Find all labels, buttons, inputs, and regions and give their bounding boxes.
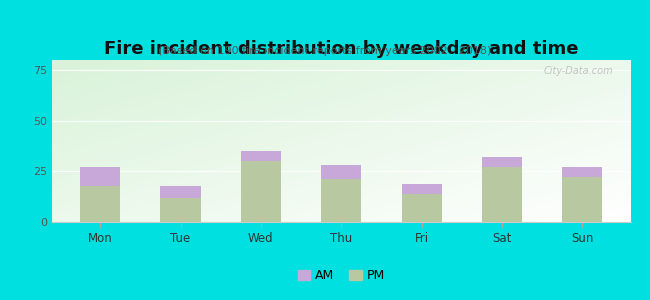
Bar [402,184,442,194]
Bar [80,185,120,222]
Bar [562,167,603,177]
Bar [321,165,361,179]
Bar [482,157,522,167]
Title: Fire incident distribution by weekday and time: Fire incident distribution by weekday an… [104,40,578,58]
Bar [240,161,281,222]
Text: City-Data.com: City-Data.com [543,67,613,76]
Legend: AM, PM: AM, PM [292,264,390,287]
Text: (Based on 190 fire incident reports from years 2002 - 2018): (Based on 190 fire incident reports from… [159,46,491,56]
Bar [240,151,281,161]
Bar [80,167,120,185]
Bar [321,179,361,222]
Bar [161,198,201,222]
Bar [402,194,442,222]
Bar [482,167,522,222]
Bar [562,177,603,222]
Bar [161,185,201,198]
